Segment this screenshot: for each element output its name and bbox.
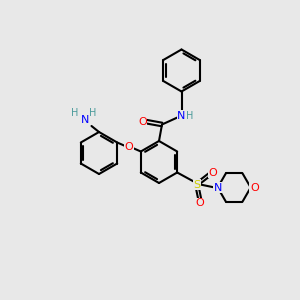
Text: N: N bbox=[214, 182, 222, 193]
Text: O: O bbox=[138, 116, 147, 127]
Text: O: O bbox=[124, 142, 134, 152]
Text: O: O bbox=[209, 167, 218, 178]
Text: N: N bbox=[81, 115, 90, 125]
Text: O: O bbox=[195, 198, 204, 208]
Text: H: H bbox=[71, 107, 79, 118]
Text: H: H bbox=[186, 110, 194, 121]
Text: H: H bbox=[89, 107, 97, 118]
Text: O: O bbox=[250, 182, 259, 193]
Text: S: S bbox=[193, 179, 200, 190]
Text: N: N bbox=[177, 110, 186, 121]
